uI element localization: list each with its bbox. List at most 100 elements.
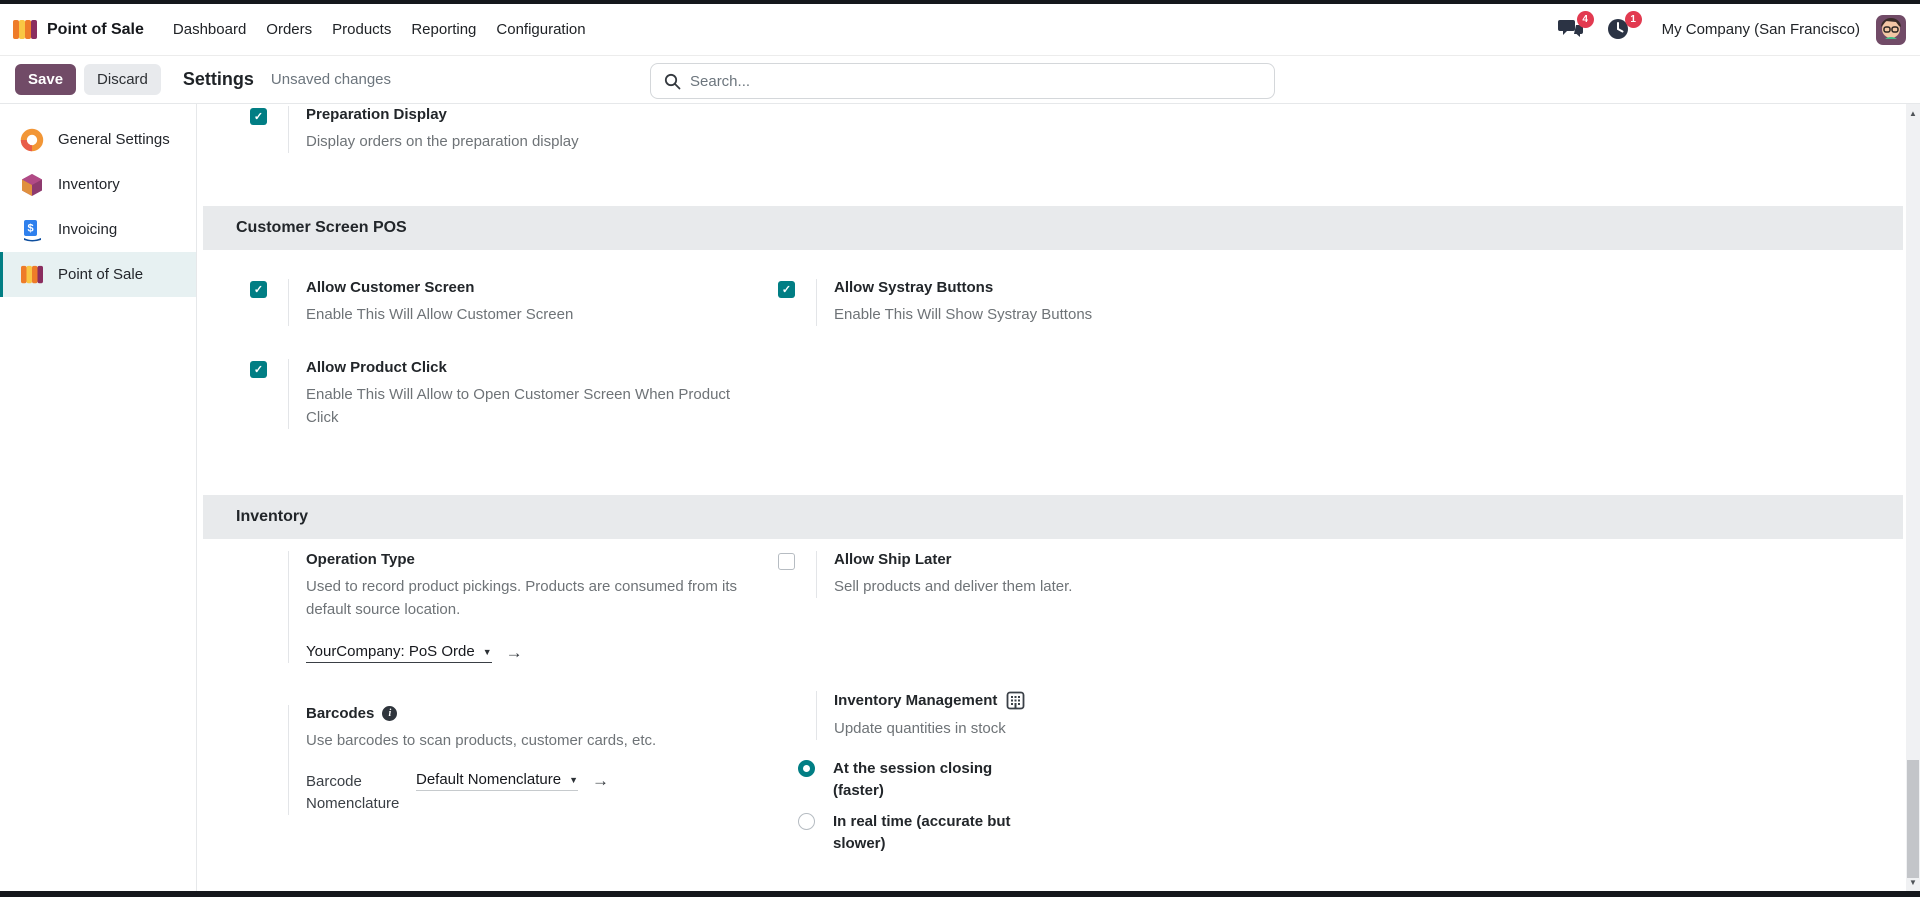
user-avatar[interactable] bbox=[1876, 14, 1906, 45]
section-header-inventory: Inventory bbox=[203, 495, 1903, 539]
general-settings-icon bbox=[20, 128, 44, 151]
messages-button[interactable]: 4 bbox=[1557, 10, 1594, 43]
setting-label[interactable]: Allow Product Click bbox=[306, 359, 447, 376]
navbar-right-cluster: 4 1 My Company (San Francisco) bbox=[1557, 10, 1906, 45]
setting-label[interactable]: Allow Ship Later bbox=[834, 551, 952, 568]
sidebar-item-point-of-sale[interactable]: Point of Sale bbox=[0, 252, 196, 297]
setting-description: Used to record product pickings. Product… bbox=[306, 578, 738, 618]
setting-preparation-display: ✓ Preparation Display Display orders on … bbox=[238, 106, 766, 153]
barcode-nomenclature-field-label: Barcode Nomenclature bbox=[306, 773, 400, 812]
setting-label[interactable]: Allow Systray Buttons bbox=[834, 279, 994, 296]
section-header-customer-screen-pos: Customer Screen POS bbox=[203, 206, 1903, 250]
radio-option-session-closing[interactable]: At the session closing (faster) bbox=[798, 758, 1294, 802]
svg-text:$: $ bbox=[27, 222, 33, 234]
page-title: Settings bbox=[182, 69, 254, 89]
radio-label[interactable]: At the session closing (faster) bbox=[833, 760, 993, 799]
session-closing-radio[interactable] bbox=[798, 760, 815, 777]
menu-item-reporting[interactable]: Reporting bbox=[411, 21, 477, 38]
allow-product-click-checkbox[interactable]: ✓ bbox=[250, 361, 267, 378]
barcode-nomenclature-select[interactable]: Default Nomenclature ▼ bbox=[416, 771, 578, 791]
barcode-nomenclature-value: Default Nomenclature bbox=[416, 771, 562, 788]
scroll-down-arrow[interactable]: ▼ bbox=[1909, 877, 1917, 887]
info-icon[interactable]: i bbox=[382, 706, 398, 721]
search-box[interactable] bbox=[650, 63, 1275, 99]
section-title: Inventory bbox=[236, 508, 309, 525]
setting-description: Enable This Will Allow Customer Screen bbox=[306, 306, 574, 323]
setting-operation-type: Operation Type Used to record product pi… bbox=[238, 551, 766, 663]
setting-label: Operation Type bbox=[306, 551, 415, 568]
setting-label: Inventory Management bbox=[834, 691, 1294, 710]
setting-description: Use barcodes to scan products, customer … bbox=[306, 732, 657, 749]
sidebar-item-label: Invoicing bbox=[58, 221, 118, 238]
operation-type-internal-link-icon[interactable]: → bbox=[505, 643, 523, 662]
sidebar-item-label: Point of Sale bbox=[58, 266, 144, 283]
sidebar-item-label: General Settings bbox=[58, 131, 170, 148]
activities-button[interactable]: 1 bbox=[1606, 10, 1642, 43]
setting-label[interactable]: Allow Customer Screen bbox=[306, 279, 475, 296]
settings-sidebar: General Settings Inventory $ Invoicing P… bbox=[0, 104, 197, 891]
setting-description: Display orders on the preparation displa… bbox=[306, 133, 579, 150]
operation-type-value: YourCompany: PoS Orde bbox=[306, 643, 475, 660]
setting-inventory-management: Inventory Management Update quantities i… bbox=[766, 691, 1294, 855]
avatar-image bbox=[1876, 14, 1906, 45]
caret-down-icon: ▼ bbox=[482, 646, 492, 657]
preparation-display-checkbox[interactable]: ✓ bbox=[250, 108, 267, 125]
discard-button[interactable]: Discard bbox=[84, 64, 161, 95]
save-button[interactable]: Save bbox=[15, 64, 77, 95]
setting-description: Enable This Will Show Systray Buttons bbox=[834, 306, 1093, 323]
menu-item-products[interactable]: Products bbox=[332, 21, 392, 38]
barcode-nomenclature-internal-link-icon[interactable]: → bbox=[592, 771, 609, 790]
allow-customer-screen-checkbox[interactable]: ✓ bbox=[250, 281, 267, 298]
setting-label[interactable]: Preparation Display bbox=[306, 106, 447, 123]
sidebar-item-general-settings[interactable]: General Settings bbox=[0, 117, 196, 162]
real-time-radio[interactable] bbox=[798, 813, 815, 830]
top-navbar: Point of Sale Dashboard Orders Products … bbox=[0, 4, 1920, 56]
search-input[interactable] bbox=[690, 72, 1250, 90]
main-menu: Dashboard Orders Products Reporting Conf… bbox=[163, 13, 596, 46]
radio-option-real-time[interactable]: In real time (accurate but slower) bbox=[798, 811, 1294, 855]
menu-item-orders[interactable]: Orders bbox=[266, 21, 313, 38]
setting-description: Sell products and deliver them later. bbox=[834, 578, 1073, 595]
window-top-edge bbox=[0, 0, 1920, 4]
operation-type-select[interactable]: YourCompany: PoS Orde ▼ bbox=[306, 643, 492, 663]
point-of-sale-logo-icon bbox=[13, 19, 37, 39]
caret-down-icon: ▼ bbox=[569, 774, 578, 785]
app-switcher[interactable]: Point of Sale bbox=[12, 18, 144, 42]
setting-allow-systray-buttons: ✓ Allow Systray Buttons Enable This Will… bbox=[766, 279, 1294, 326]
setting-label: Barcodes i bbox=[306, 705, 766, 722]
inventory-management-label: Inventory Management bbox=[834, 692, 998, 709]
setting-allow-customer-screen: ✓ Allow Customer Screen Enable This Will… bbox=[238, 279, 766, 326]
setting-allow-ship-later: Allow Ship Later Sell products and deliv… bbox=[766, 551, 1294, 598]
section-title: Customer Screen POS bbox=[236, 219, 407, 236]
sidebar-item-invoicing[interactable]: $ Invoicing bbox=[0, 207, 196, 252]
control-bar: Save Discard Settings Unsaved changes bbox=[0, 56, 1920, 104]
setting-description: Enable This Will Allow to Open Customer … bbox=[306, 386, 731, 426]
point-of-sale-app-icon bbox=[21, 265, 43, 283]
radio-label[interactable]: In real time (accurate but slower) bbox=[833, 813, 1011, 852]
vertical-scrollbar[interactable]: ▲ ▼ bbox=[1906, 104, 1920, 891]
window-bottom-edge bbox=[0, 891, 1920, 897]
barcodes-label: Barcodes bbox=[306, 705, 375, 722]
setting-allow-product-click: ✓ Allow Product Click Enable This Will A… bbox=[238, 359, 766, 429]
building-icon[interactable] bbox=[1006, 691, 1025, 710]
setting-barcodes: Barcodes i Use barcodes to scan products… bbox=[238, 705, 766, 815]
allow-systray-buttons-checkbox[interactable]: ✓ bbox=[778, 281, 795, 298]
invoicing-app-icon: $ bbox=[24, 219, 41, 241]
menu-item-dashboard[interactable]: Dashboard bbox=[172, 21, 247, 38]
app-title: Point of Sale bbox=[47, 20, 144, 38]
menu-item-configuration[interactable]: Configuration bbox=[496, 21, 586, 38]
sidebar-item-inventory[interactable]: Inventory bbox=[0, 162, 196, 207]
scrollbar-thumb[interactable] bbox=[1907, 760, 1919, 878]
allow-ship-later-checkbox[interactable] bbox=[778, 553, 795, 570]
settings-content: ✓ Preparation Display Display orders on … bbox=[197, 104, 1906, 891]
scroll-up-arrow[interactable]: ▲ bbox=[1909, 108, 1917, 118]
clock-icon bbox=[1607, 18, 1628, 39]
chat-bubbles-icon bbox=[1557, 19, 1583, 37]
search-icon bbox=[664, 73, 681, 89]
activities-badge: 1 bbox=[1624, 10, 1642, 28]
company-selector[interactable]: My Company (San Francisco) bbox=[1661, 21, 1860, 38]
setting-description: Update quantities in stock bbox=[834, 720, 1006, 737]
sidebar-item-label: Inventory bbox=[58, 176, 120, 193]
inventory-app-icon bbox=[22, 173, 42, 196]
messages-badge: 4 bbox=[1576, 10, 1594, 28]
